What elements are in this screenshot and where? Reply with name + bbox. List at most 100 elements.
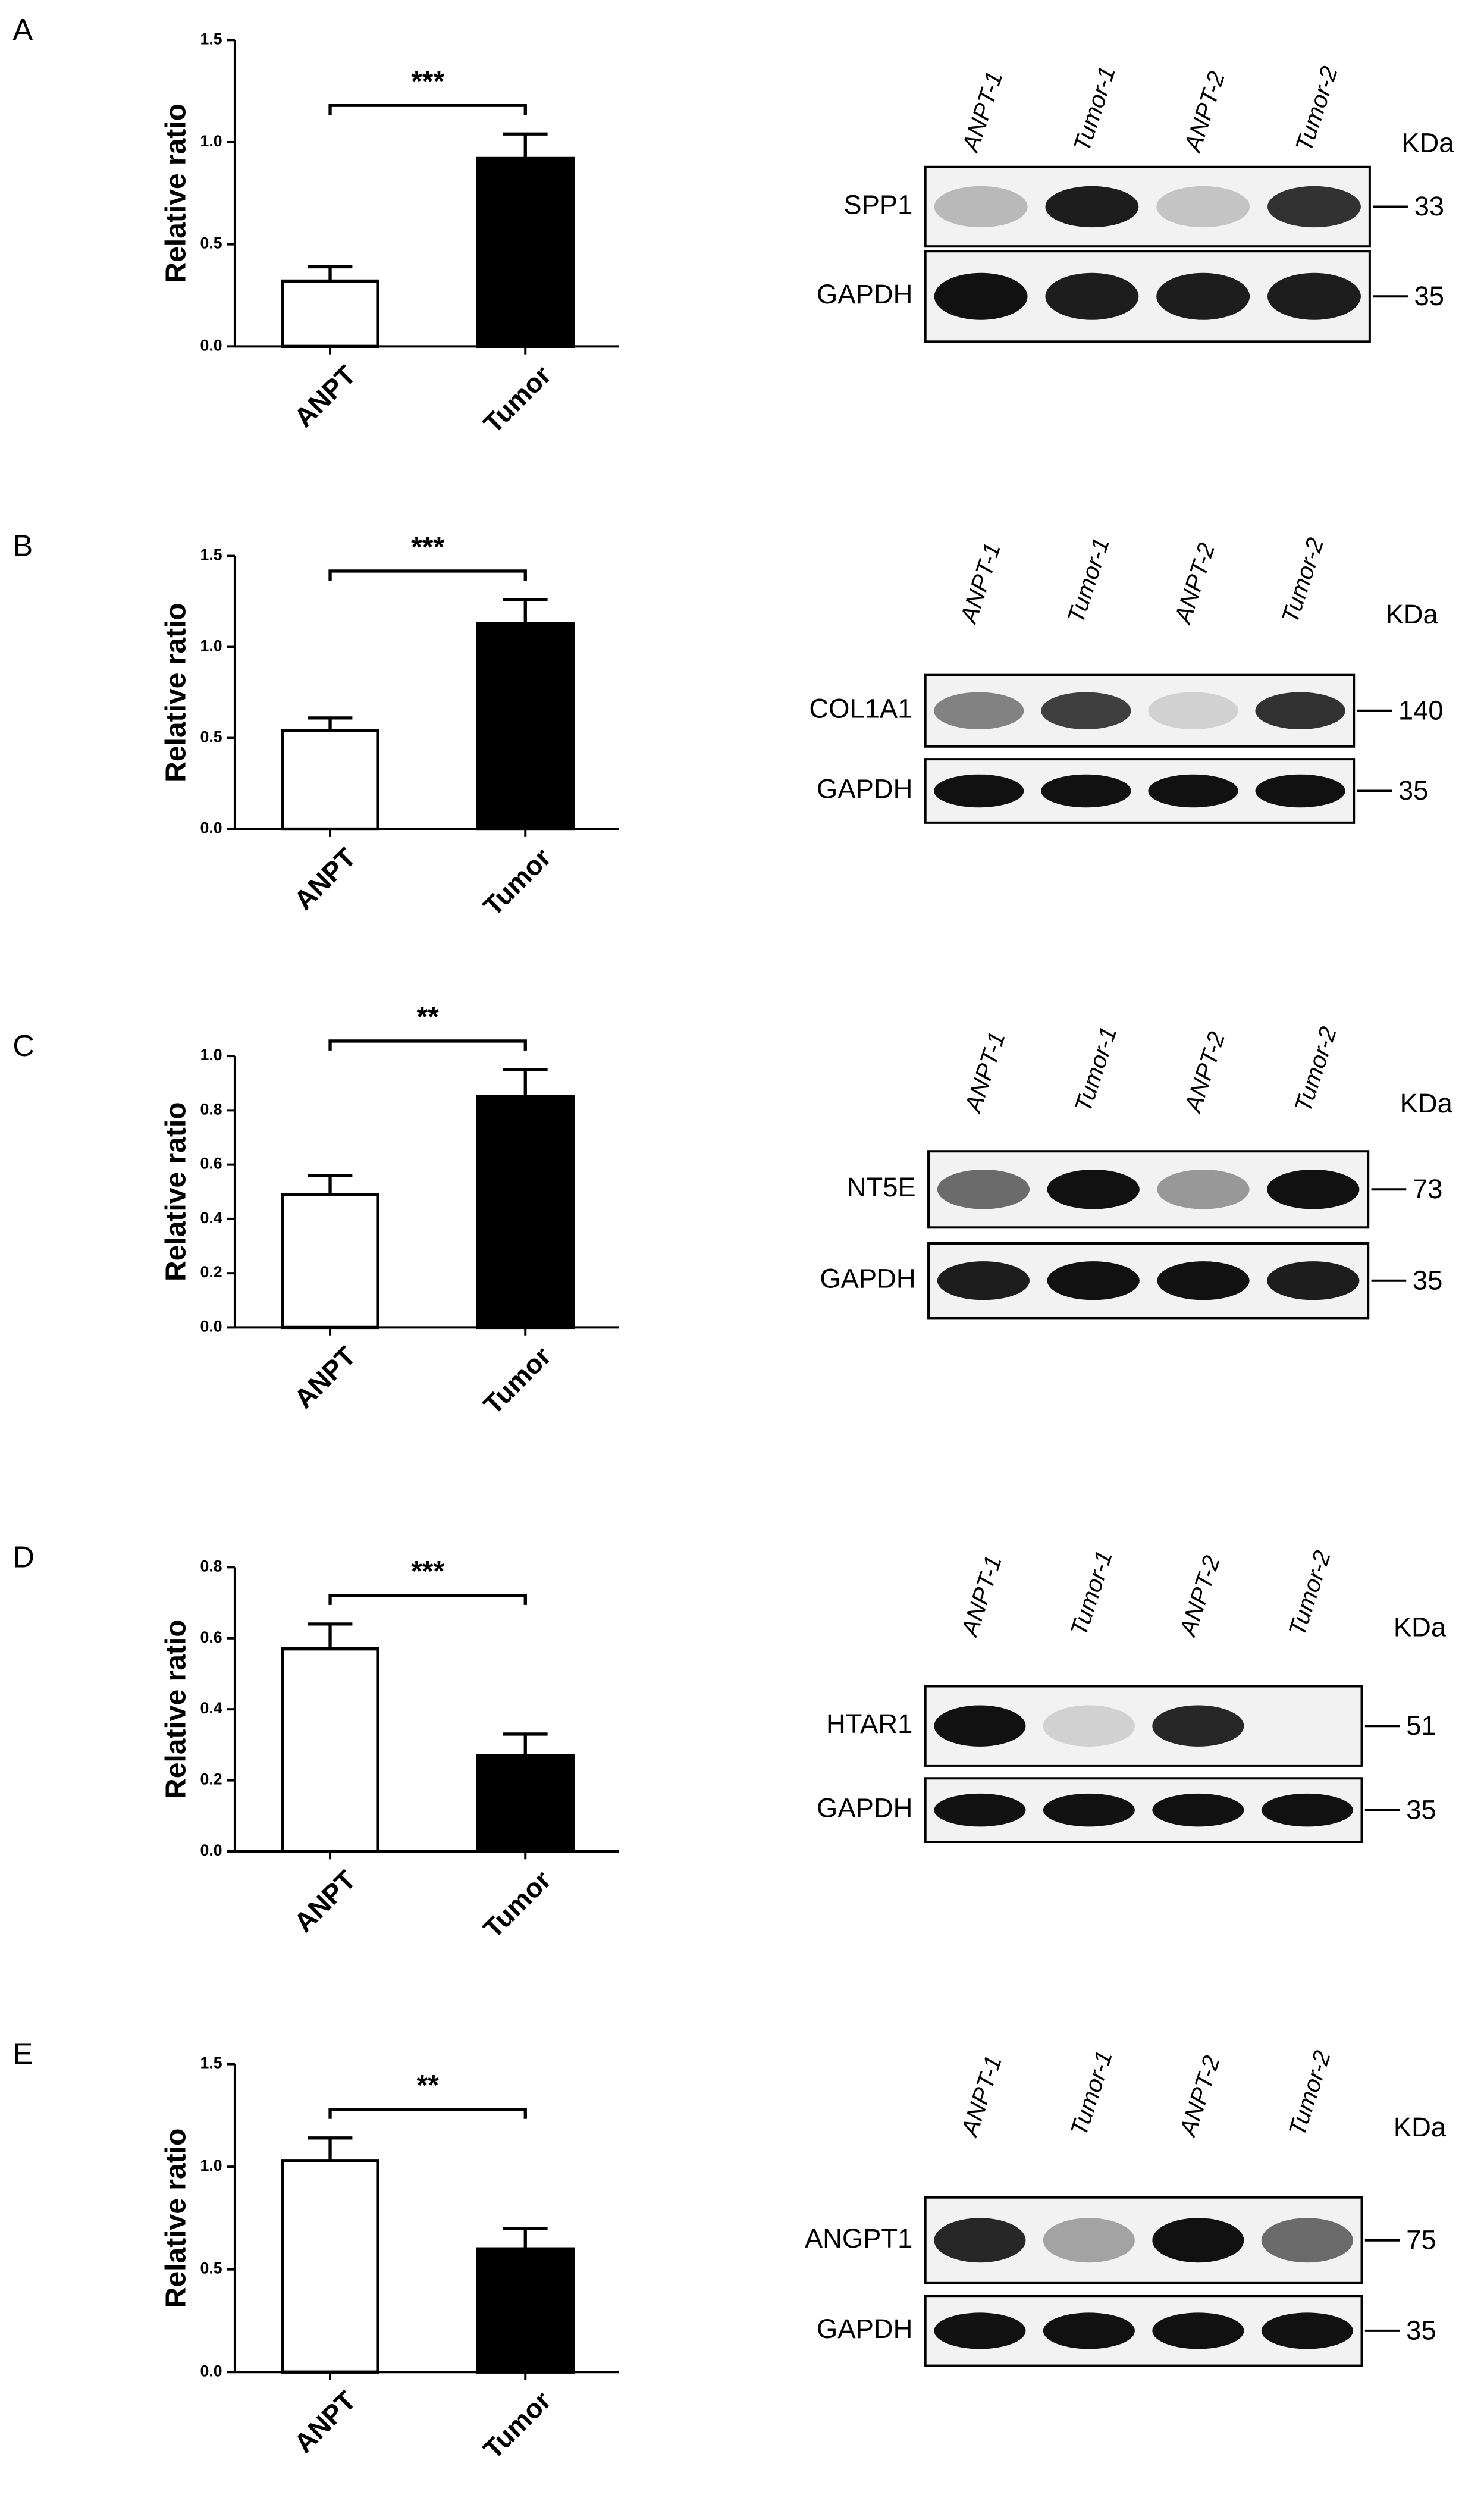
blot-band — [1157, 1169, 1250, 1209]
significance-bracket — [328, 2108, 527, 2119]
y-tick-label: 1.0 — [200, 2157, 222, 2174]
lane-label: ANPT-1 — [957, 68, 1008, 156]
significance-bracket — [328, 569, 527, 581]
x-tick-label: ANPT — [288, 359, 362, 433]
lane-label: Tumor-1 — [1063, 535, 1115, 626]
blot-band — [1043, 2312, 1135, 2349]
bar — [281, 279, 379, 348]
blot-row — [924, 1685, 1363, 1767]
y-axis-label: Relative ratio — [161, 603, 192, 782]
bar — [281, 2159, 379, 2374]
y-tick-label: 0.5 — [200, 728, 222, 746]
y-tick-label: 1.5 — [200, 546, 222, 564]
blot-band — [937, 1169, 1030, 1209]
kda-label: 35 — [1406, 2315, 1436, 2346]
lane-label: ANPT-2 — [1174, 1553, 1225, 1640]
blot-band — [934, 1793, 1026, 1827]
blot-band — [1261, 2218, 1353, 2263]
blot-band — [1261, 2312, 1353, 2349]
blot-band — [1157, 1261, 1250, 1300]
x-tick-label: Tumor — [478, 1864, 557, 1944]
y-tick-label: 0.0 — [200, 1841, 222, 1859]
lane-label: ANPT-1 — [955, 540, 1006, 627]
significance-label: ** — [416, 2070, 439, 2101]
blot-band — [1041, 774, 1131, 808]
blot-band — [1255, 692, 1345, 729]
y-axis-label: Relative ratio — [161, 1619, 192, 1799]
y-tick-label: 0.6 — [200, 1628, 222, 1646]
bar — [476, 622, 575, 831]
x-tick-label: Tumor — [478, 842, 557, 922]
lane-label: Tumor-1 — [1066, 2048, 1118, 2139]
significance-label: *** — [411, 531, 444, 563]
blot-band — [1267, 272, 1361, 320]
x-tick-label: Tumor — [478, 1341, 557, 1420]
blot-row — [927, 1150, 1370, 1229]
bar — [281, 1193, 379, 1330]
unit-label: KDa — [1386, 599, 1439, 629]
y-tick-label: 0.5 — [200, 2259, 222, 2277]
lane-label: Tumor-2 — [1284, 2048, 1336, 2139]
blot-row — [924, 2295, 1363, 2367]
protein-label: GAPDH — [817, 1793, 912, 1823]
y-tick-label: 0.2 — [200, 1770, 222, 1788]
blot-band — [1267, 186, 1361, 228]
blot-band — [934, 1705, 1026, 1747]
lane-label: Tumor-1 — [1070, 1024, 1122, 1115]
blot-band — [1043, 1793, 1135, 1827]
unit-label: KDa — [1394, 1612, 1447, 1642]
blot-band — [1043, 2218, 1135, 2263]
protein-label: SPP1 — [843, 189, 912, 220]
blot-band — [1047, 1261, 1140, 1300]
blot-band — [1267, 1169, 1360, 1209]
blot-band — [1152, 1705, 1244, 1747]
y-tick-label: 0.8 — [200, 1100, 222, 1118]
lane-label: Tumor-2 — [1291, 63, 1342, 155]
panel-label: E — [12, 2037, 33, 2071]
x-tick-label: Tumor — [478, 359, 557, 438]
blot-row — [924, 758, 1356, 824]
blot-band — [1255, 774, 1345, 808]
x-tick-label: Tumor — [478, 2385, 557, 2464]
blot-band — [934, 774, 1024, 808]
panel-label: C — [12, 1029, 34, 1063]
blot-band — [1156, 186, 1250, 228]
bar — [476, 2247, 575, 2374]
protein-label: NT5E — [847, 1172, 916, 1202]
lane-label: Tumor-2 — [1290, 1024, 1342, 1115]
protein-label: GAPDH — [817, 279, 912, 309]
bar — [281, 729, 379, 831]
kda-label: 35 — [1398, 775, 1428, 806]
protein-label: ANGPT1 — [805, 2223, 912, 2254]
kda-label: 51 — [1406, 1710, 1436, 1741]
y-tick-label: 1.5 — [200, 30, 222, 48]
blot-band — [1047, 1169, 1140, 1209]
x-tick-label: ANPT — [288, 2385, 362, 2459]
blot-band — [1148, 774, 1238, 808]
blot-band — [1261, 1793, 1353, 1827]
protein-label: GAPDH — [817, 2314, 912, 2344]
y-tick-label: 0.0 — [200, 336, 222, 354]
blot-band — [1041, 692, 1131, 729]
lane-label: Tumor-1 — [1066, 1547, 1118, 1639]
kda-label: 33 — [1414, 191, 1444, 221]
kda-label: 35 — [1414, 281, 1444, 311]
lane-label: ANPT-1 — [956, 2052, 1007, 2140]
blot-band — [934, 692, 1024, 729]
x-tick-label: ANPT — [288, 1864, 362, 1938]
bar — [476, 1095, 575, 1330]
bar — [476, 156, 575, 348]
unit-label: KDa — [1401, 127, 1454, 158]
y-tick-label: 0.8 — [200, 1557, 222, 1575]
y-tick-label: 0.4 — [200, 1209, 222, 1227]
kda-label: 35 — [1406, 1794, 1436, 1825]
y-axis-label: Relative ratio — [161, 104, 192, 283]
blot-band — [1045, 186, 1139, 228]
significance-label: ** — [416, 1001, 439, 1033]
lane-label: Tumor-2 — [1277, 535, 1329, 626]
blot-band — [934, 186, 1028, 228]
unit-label: KDa — [1400, 1088, 1453, 1118]
y-tick-label: 0.0 — [200, 2362, 222, 2380]
blot-band — [1152, 2312, 1244, 2349]
